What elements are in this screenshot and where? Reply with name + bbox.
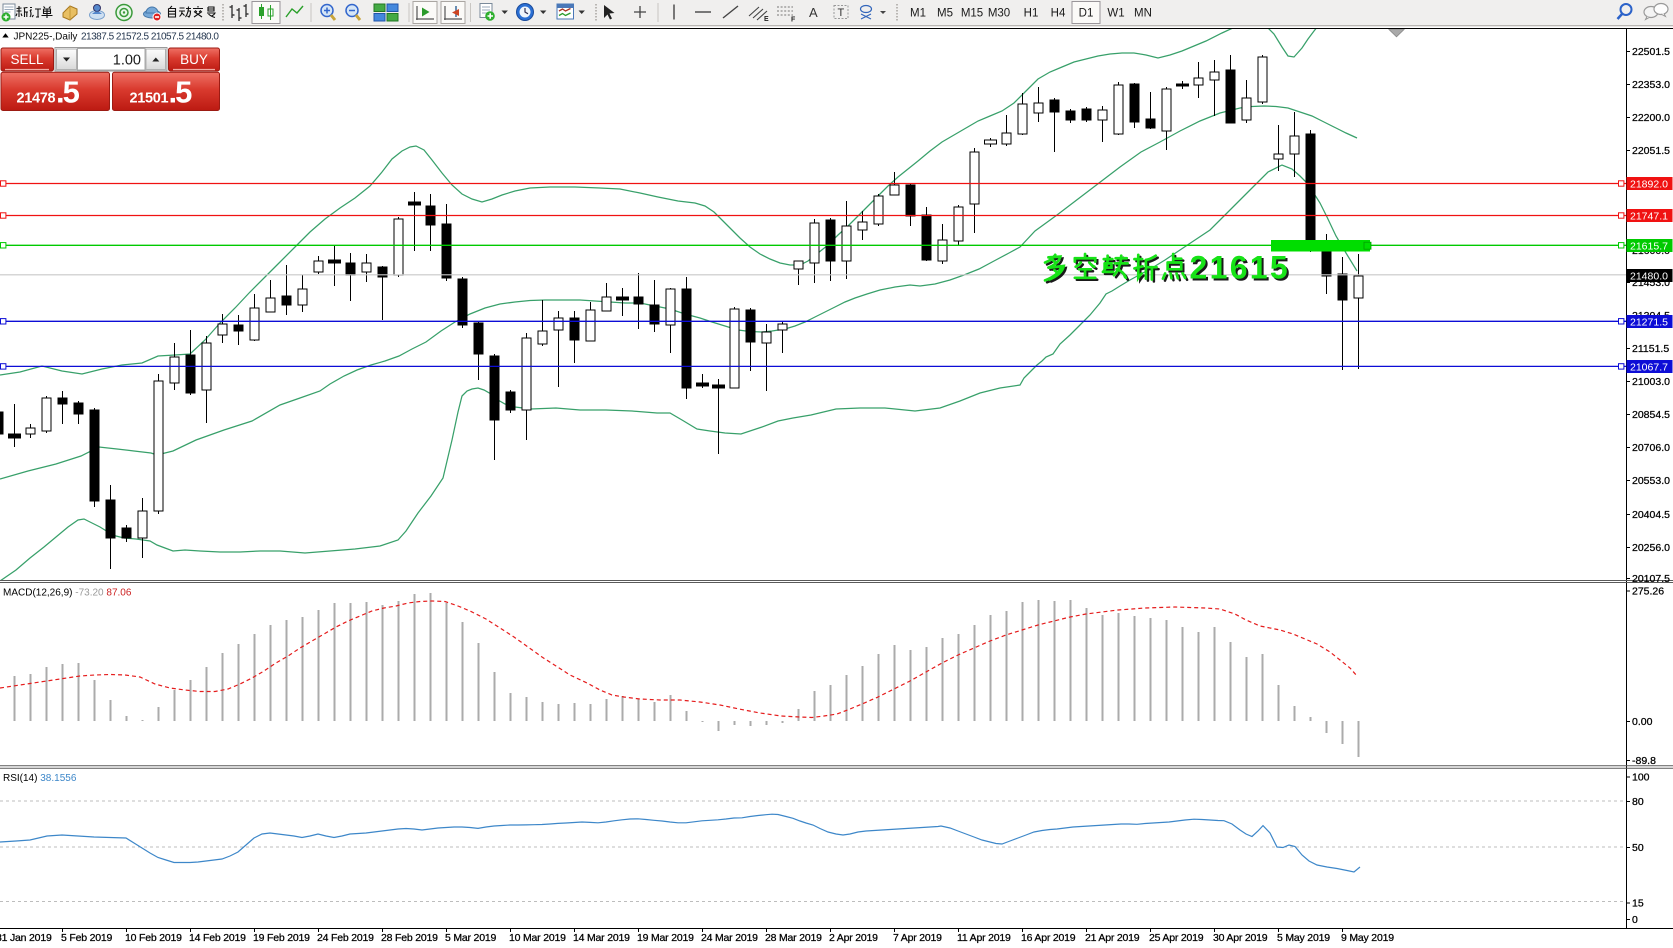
svg-text:E: E [764, 16, 769, 23]
svg-text:10 Feb 2019: 10 Feb 2019 [125, 932, 182, 944]
svg-text:.5: .5 [169, 75, 193, 110]
svg-text:21747.1: 21747.1 [1630, 211, 1668, 223]
svg-text:D1: D1 [1079, 8, 1094, 20]
svg-text:0.00: 0.00 [1632, 716, 1653, 728]
svg-text:2 Apr 2019: 2 Apr 2019 [829, 932, 878, 944]
svg-text:28 Feb 2019: 28 Feb 2019 [381, 932, 438, 944]
svg-text:-89.8: -89.8 [1632, 755, 1656, 767]
svg-text:21271.5: 21271.5 [1630, 317, 1668, 329]
svg-text:28 Mar 2019: 28 Mar 2019 [765, 932, 822, 944]
svg-text:24 Feb 2019: 24 Feb 2019 [317, 932, 374, 944]
svg-text:14 Mar 2019: 14 Mar 2019 [573, 932, 630, 944]
svg-text:21387.5 21572.5 21057.5 21480.: 21387.5 21572.5 21057.5 21480.0 [81, 32, 219, 43]
svg-text:MACD(12,26,9) -73.20 87.06: MACD(12,26,9) -73.20 87.06 [3, 588, 132, 599]
svg-text:21480.0: 21480.0 [1630, 271, 1668, 283]
svg-text:21892.0: 21892.0 [1630, 179, 1668, 191]
svg-text:MN: MN [1134, 8, 1152, 20]
svg-text:21615.7: 21615.7 [1630, 241, 1668, 253]
svg-text:22353.0: 22353.0 [1632, 79, 1670, 91]
svg-text:25 Apr 2019: 25 Apr 2019 [1149, 932, 1204, 944]
svg-text:9 May 2019: 9 May 2019 [1341, 932, 1394, 944]
svg-text:M5: M5 [937, 8, 953, 20]
svg-text:SELL: SELL [10, 52, 44, 67]
svg-text:21615: 21615 [1192, 252, 1292, 288]
svg-text:JPN225-,Daily: JPN225-,Daily [14, 32, 78, 43]
svg-text:11 Apr 2019: 11 Apr 2019 [957, 932, 1011, 944]
svg-text:50: 50 [1632, 842, 1644, 854]
svg-text:22051.5: 22051.5 [1632, 145, 1670, 157]
svg-text:0: 0 [1632, 914, 1638, 926]
svg-text:21615: 21615 [1190, 250, 1290, 286]
svg-text:21501: 21501 [130, 91, 169, 107]
svg-text:15: 15 [1632, 898, 1644, 910]
svg-text:14 Feb 2019: 14 Feb 2019 [189, 932, 246, 944]
svg-text:M15: M15 [961, 8, 983, 20]
svg-text:H1: H1 [1024, 8, 1039, 20]
svg-text:1.00: 1.00 [113, 52, 141, 68]
svg-text:19 Feb 2019: 19 Feb 2019 [253, 932, 310, 944]
svg-text:W1: W1 [1107, 8, 1124, 20]
svg-text:20256.0: 20256.0 [1632, 542, 1670, 554]
svg-text:F: F [791, 17, 796, 24]
svg-text:275.26: 275.26 [1632, 586, 1664, 598]
svg-text:5 Mar 2019: 5 Mar 2019 [445, 932, 496, 944]
svg-text:80: 80 [1632, 796, 1644, 808]
svg-text:100: 100 [1632, 772, 1650, 784]
svg-text:19 Mar 2019: 19 Mar 2019 [637, 932, 694, 944]
svg-text:20553.0: 20553.0 [1632, 475, 1670, 487]
svg-text:10 Mar 2019: 10 Mar 2019 [509, 932, 566, 944]
svg-text:24 Mar 2019: 24 Mar 2019 [701, 932, 758, 944]
svg-text:RSI(14) 38.1556: RSI(14) 38.1556 [3, 773, 77, 784]
svg-text:5 May 2019: 5 May 2019 [1277, 932, 1330, 944]
svg-text:.5: .5 [56, 75, 80, 110]
svg-text:30 Apr 2019: 30 Apr 2019 [1213, 932, 1268, 944]
svg-text:20107.5: 20107.5 [1632, 573, 1670, 585]
svg-text:20854.5: 20854.5 [1632, 409, 1670, 421]
svg-text:31 Jan 2019: 31 Jan 2019 [0, 932, 52, 944]
svg-text:5 Feb 2019: 5 Feb 2019 [61, 932, 112, 944]
svg-text:20706.0: 20706.0 [1632, 442, 1670, 454]
svg-text:21067.7: 21067.7 [1630, 362, 1668, 374]
svg-text:A: A [809, 5, 818, 20]
svg-text:21478: 21478 [17, 91, 56, 107]
svg-text:H4: H4 [1051, 8, 1066, 20]
svg-text:21151.5: 21151.5 [1632, 343, 1669, 355]
svg-text:7 Apr 2019: 7 Apr 2019 [893, 932, 942, 944]
svg-text:BUY: BUY [180, 52, 208, 67]
svg-text:21 Apr 2019: 21 Apr 2019 [1085, 932, 1140, 944]
svg-text:22200.0: 22200.0 [1632, 112, 1670, 124]
svg-text:16 Apr 2019: 16 Apr 2019 [1021, 932, 1076, 944]
svg-text:22501.5: 22501.5 [1632, 46, 1670, 58]
svg-text:20404.5: 20404.5 [1632, 509, 1670, 521]
svg-text:21003.0: 21003.0 [1632, 376, 1670, 388]
svg-text:M1: M1 [910, 8, 926, 20]
svg-text:M30: M30 [988, 8, 1010, 20]
svg-text:T: T [838, 7, 845, 19]
